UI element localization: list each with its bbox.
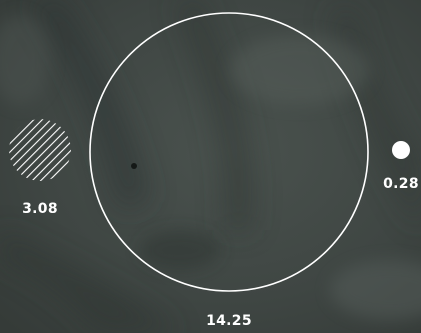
ring-marker-value: 14.25 bbox=[206, 313, 252, 329]
small-dot-marker bbox=[392, 141, 410, 159]
large-ring-marker bbox=[89, 12, 369, 292]
hatched-marker-value: 3.08 bbox=[22, 201, 58, 217]
hatched-circle-marker bbox=[9, 119, 71, 181]
dot-marker-value: 0.28 bbox=[383, 176, 419, 192]
